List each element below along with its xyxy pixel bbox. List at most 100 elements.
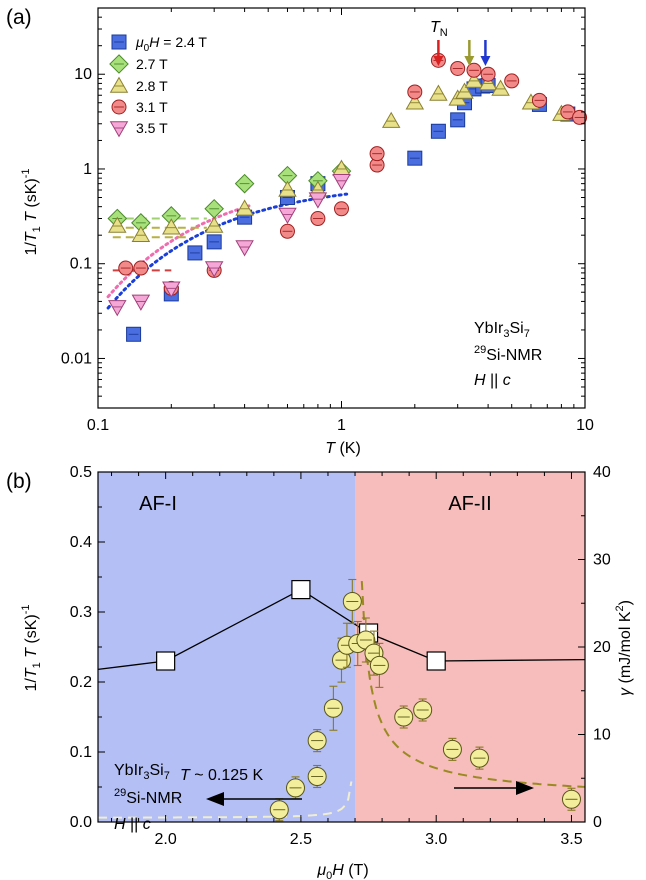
legend-marker-2.8T [109, 76, 129, 93]
point-2.8T [478, 73, 498, 91]
point-3.1T [450, 60, 466, 76]
data-points [107, 52, 588, 342]
gamma-fit-right [360, 581, 586, 788]
point-2.8T [455, 82, 474, 99]
point-2.8T [162, 218, 181, 235]
point-2.8T [131, 225, 151, 242]
tn-arrow-head [480, 56, 491, 66]
panel-b: 2.0 2.5 3.0 3.50.00.10.20.30.40.5010203040 … [6, 464, 634, 880]
point-2.8T-shape [491, 79, 510, 96]
nmr-point [291, 579, 311, 600]
neel-arrows [433, 40, 491, 66]
point-3.5T [131, 294, 151, 311]
tn-arrow-head [464, 56, 475, 66]
x-axis-label: T (K) [325, 440, 361, 457]
y-axis-right-label: γ (mJ/mol K2) [614, 600, 634, 696]
legend-marker-3.5T-shape [109, 121, 129, 138]
point-3.1T [279, 223, 295, 239]
point-3.5T-shape [131, 294, 151, 311]
legend-label-2.7T: 2.7 T [136, 56, 168, 72]
region-af-ii [355, 472, 585, 822]
point-2.8T-shape [478, 73, 498, 91]
y-tick-left-label: 0.0 [70, 814, 92, 831]
point-3.5T-shape [235, 240, 254, 257]
y-tick-left-label: 0.1 [70, 744, 92, 761]
legend-label-3.1T: 3.1 T [136, 99, 168, 115]
x-tick-label: 3.5 [560, 831, 582, 848]
arrow-right [454, 781, 534, 795]
temperature-annotation: T ~ 0.125 K [180, 767, 264, 784]
nmr-label: 29Si-NMR [114, 787, 182, 807]
point-3.5T [278, 207, 297, 224]
point-2.8T [278, 180, 297, 197]
legend-label-3.5T: 3.5 T [136, 120, 168, 136]
tn-label: TN [430, 19, 448, 39]
point-3.5T-shape [108, 300, 127, 317]
region-af-i [98, 472, 356, 822]
point-2.8T [464, 71, 484, 88]
point-3.1T [369, 146, 385, 162]
y-tick-label: 1 [83, 161, 92, 178]
point-2.8T [491, 79, 510, 96]
point-3.5T [332, 174, 351, 191]
point-3.1T [334, 201, 349, 217]
point-2.8T-shape [108, 216, 127, 233]
x-tick-label: 0.1 [87, 417, 109, 434]
point-2.4T [430, 123, 446, 139]
legend-marker-3.5T [109, 121, 129, 138]
y-axis-label: 1/T1 T (sK)-1 [20, 168, 43, 255]
point-3.1T [531, 92, 547, 108]
point-2.4T [206, 234, 222, 250]
point-2.8T [235, 199, 254, 216]
y-tick-left-label: 0.2 [70, 674, 92, 691]
nmr-label: 29Si-NMR [474, 344, 542, 364]
point-2.8T-shape [235, 199, 254, 216]
point-3.5T [308, 192, 328, 209]
point-3.1T [572, 109, 588, 125]
x-tick-label: 1 [337, 417, 346, 434]
point-2.4T [126, 326, 142, 342]
y-axis-left-label: 1/T1 T (sK)-1 [20, 604, 43, 691]
sample-name: YbIr3Si7 [114, 762, 170, 782]
point-2.8T-shape [455, 82, 474, 99]
nmr-point [156, 651, 176, 671]
y-tick-left-label: 0.4 [70, 534, 92, 551]
point-3.5T [108, 300, 127, 317]
x-tick-label: 3.0 [425, 831, 447, 848]
axis-ticks: 2.0 2.5 3.0 3.5 0.0 0.1 0.2 0.3 0.4 0.5 0 10 20 30 40 [70, 464, 611, 848]
panel-b-label: (b) [6, 470, 32, 493]
point-3.5T [235, 240, 254, 257]
point-2.8T-shape [429, 84, 448, 101]
point-2.8T-shape [131, 225, 151, 242]
point-3.5T [204, 261, 224, 278]
point-3.1T [310, 211, 326, 227]
point-3.5T [162, 281, 181, 298]
point-2.8T [108, 216, 127, 233]
point-3.1T [133, 260, 149, 276]
y-tick-left-label: 0.3 [70, 604, 92, 621]
point-2.8T [429, 84, 448, 101]
x-axis-label: μ0H (T) [316, 862, 368, 880]
x-tick-label: 2.0 [155, 831, 177, 848]
fit-2.4T [106, 192, 349, 310]
point-3.5T-shape [308, 192, 328, 209]
arrow-left [206, 792, 302, 806]
point-2.4T [187, 245, 203, 261]
y-tick-right-label: 10 [593, 727, 611, 744]
gamma-fit-left [98, 781, 353, 819]
point-3.5T-shape [162, 281, 181, 298]
point-2.8T-shape [381, 111, 401, 128]
legend-label-2.8T: 2.8 T [136, 78, 168, 94]
legend: μ0H = 2.4 T 2.7 T 2.8 T 3.1 T 3.5 T [109, 34, 207, 138]
point-2.8T-shape [162, 218, 181, 235]
y-tick-label: 10 [74, 66, 92, 83]
legend-marker-2.4T [111, 34, 127, 50]
axis-ticks: 0.1 1 10 0.01 0.1 1 10 [61, 7, 594, 434]
gamma-curves [98, 581, 586, 819]
y-tick-left-label: 0.5 [70, 464, 92, 481]
point-3.1T [466, 62, 482, 78]
legend-marker-2.8T-shape [109, 76, 129, 93]
fit-curves [106, 192, 349, 310]
x-tick-label: 10 [576, 417, 594, 434]
y-tick-right-label: 30 [593, 552, 611, 569]
